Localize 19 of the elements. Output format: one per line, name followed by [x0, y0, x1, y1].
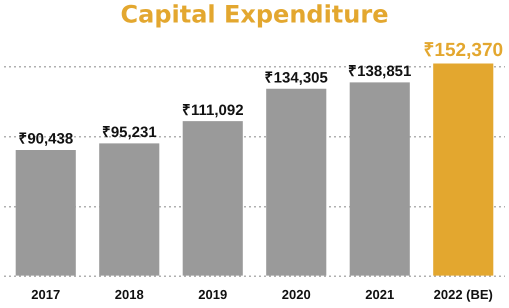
data-label: ₹95,231: [102, 124, 157, 141]
x-tick-label: 2021: [365, 286, 394, 302]
x-tick-label: 2022 (BE): [434, 286, 493, 302]
x-tick-label: 2019: [198, 286, 228, 302]
bar: [266, 88, 326, 276]
x-tick-label: 2020: [282, 286, 311, 302]
data-label: ₹90,438: [18, 130, 74, 148]
x-tick-label: 2017: [31, 286, 60, 302]
data-label: ₹111,092: [182, 102, 244, 119]
chart-title: Capital Expenditure: [120, 0, 388, 29]
bar: [16, 150, 76, 276]
data-label: ₹152,370: [423, 40, 504, 62]
bar: [350, 82, 410, 276]
data-label: ₹134,305: [264, 69, 328, 86]
bar: [99, 143, 160, 276]
bar: [433, 63, 494, 276]
bar: [182, 121, 243, 276]
data-label: ₹138,851: [348, 62, 412, 80]
x-tick-label: 2018: [114, 286, 144, 302]
